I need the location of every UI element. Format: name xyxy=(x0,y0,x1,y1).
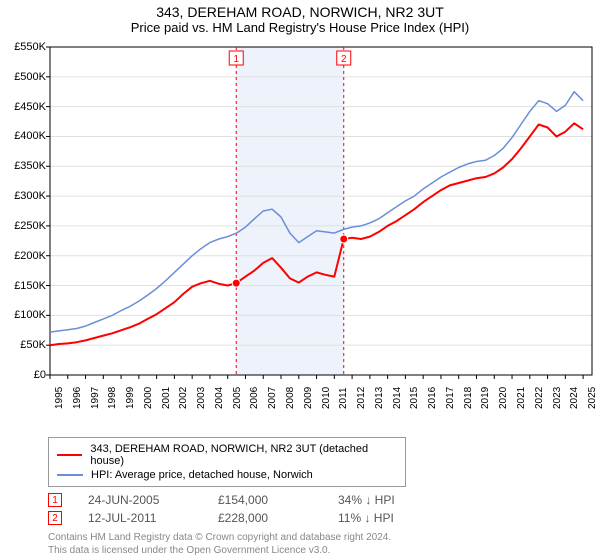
x-tick-label: 1998 xyxy=(107,387,118,409)
x-tick-label: 2009 xyxy=(303,387,314,409)
x-tick-label: 2018 xyxy=(463,387,474,409)
x-tick-label: 2007 xyxy=(267,387,278,409)
y-tick-label: £0 xyxy=(4,369,46,381)
y-tick-label: £50K xyxy=(4,339,46,351)
y-tick-label: £500K xyxy=(4,71,46,83)
y-tick-label: £350K xyxy=(4,160,46,172)
line-chart-svg: 12 xyxy=(4,41,599,431)
price-chart-card: 343, DEREHAM ROAD, NORWICH, NR2 3UT Pric… xyxy=(0,4,600,557)
card-title: 343, DEREHAM ROAD, NORWICH, NR2 3UT xyxy=(0,4,600,20)
sale-hpi: 34% ↓ HPI xyxy=(338,493,458,507)
legend-label: 343, DEREHAM ROAD, NORWICH, NR2 3UT (det… xyxy=(90,443,397,467)
x-tick-label: 2021 xyxy=(516,387,527,409)
svg-text:2: 2 xyxy=(341,54,347,65)
footnote-line-2: This data is licensed under the Open Gov… xyxy=(48,545,330,556)
sale-date: 12-JUL-2011 xyxy=(88,511,218,525)
x-tick-label: 2016 xyxy=(427,387,438,409)
x-tick-label: 2022 xyxy=(534,387,545,409)
legend-swatch xyxy=(57,474,83,476)
x-tick-label: 2004 xyxy=(214,387,225,409)
legend-item: HPI: Average price, detached house, Norw… xyxy=(57,468,397,482)
x-tick-label: 2015 xyxy=(409,387,420,409)
x-tick-label: 1999 xyxy=(125,387,136,409)
x-tick-label: 2011 xyxy=(338,387,349,409)
x-tick-label: 1997 xyxy=(90,387,101,409)
sale-date: 24-JUN-2005 xyxy=(88,493,218,507)
y-tick-label: £400K xyxy=(4,130,46,142)
sale-badge: 2 xyxy=(48,511,62,525)
chart-area: 12 £0£50K£100K£150K£200K£250K£300K£350K£… xyxy=(4,41,599,431)
x-tick-label: 2012 xyxy=(356,387,367,409)
legend: 343, DEREHAM ROAD, NORWICH, NR2 3UT (det… xyxy=(48,437,406,487)
x-tick-label: 2002 xyxy=(178,387,189,409)
legend-label: HPI: Average price, detached house, Norw… xyxy=(91,469,313,481)
sale-row: 2 12-JUL-2011£228,00011% ↓ HPI xyxy=(48,509,600,527)
x-tick-label: 2008 xyxy=(285,387,296,409)
x-tick-label: 1995 xyxy=(54,387,65,409)
x-tick-label: 2024 xyxy=(569,387,580,409)
x-tick-label: 2014 xyxy=(392,387,403,409)
x-tick-label: 2017 xyxy=(445,387,456,409)
x-tick-label: 2020 xyxy=(498,387,509,409)
y-tick-label: £100K xyxy=(4,309,46,321)
x-tick-label: 2025 xyxy=(587,387,598,409)
y-tick-label: £450K xyxy=(4,101,46,113)
sale-hpi: 11% ↓ HPI xyxy=(338,511,458,525)
sale-row: 1 24-JUN-2005£154,00034% ↓ HPI xyxy=(48,491,600,509)
footnote-line-1: Contains HM Land Registry data © Crown c… xyxy=(48,532,391,543)
y-tick-label: £150K xyxy=(4,280,46,292)
y-tick-label: £250K xyxy=(4,220,46,232)
sale-price: £228,000 xyxy=(218,511,338,525)
x-tick-label: 2006 xyxy=(249,387,260,409)
y-tick-label: £550K xyxy=(4,41,46,53)
svg-text:1: 1 xyxy=(233,54,239,65)
legend-swatch xyxy=(57,454,82,456)
card-subtitle: Price paid vs. HM Land Registry's House … xyxy=(0,20,600,35)
x-tick-label: 2001 xyxy=(161,387,172,409)
legend-item: 343, DEREHAM ROAD, NORWICH, NR2 3UT (det… xyxy=(57,442,397,468)
x-tick-label: 2013 xyxy=(374,387,385,409)
y-tick-label: £300K xyxy=(4,190,46,202)
x-tick-label: 2019 xyxy=(480,387,491,409)
x-tick-label: 2003 xyxy=(196,387,207,409)
footnote: Contains HM Land Registry data © Crown c… xyxy=(48,531,600,557)
x-tick-label: 1996 xyxy=(72,387,83,409)
sale-badge: 1 xyxy=(48,493,62,507)
x-tick-label: 2000 xyxy=(143,387,154,409)
sale-price: £154,000 xyxy=(218,493,338,507)
x-tick-label: 2005 xyxy=(232,387,243,409)
x-tick-label: 2023 xyxy=(552,387,563,409)
x-tick-label: 2010 xyxy=(321,387,332,409)
y-tick-label: £200K xyxy=(4,250,46,262)
